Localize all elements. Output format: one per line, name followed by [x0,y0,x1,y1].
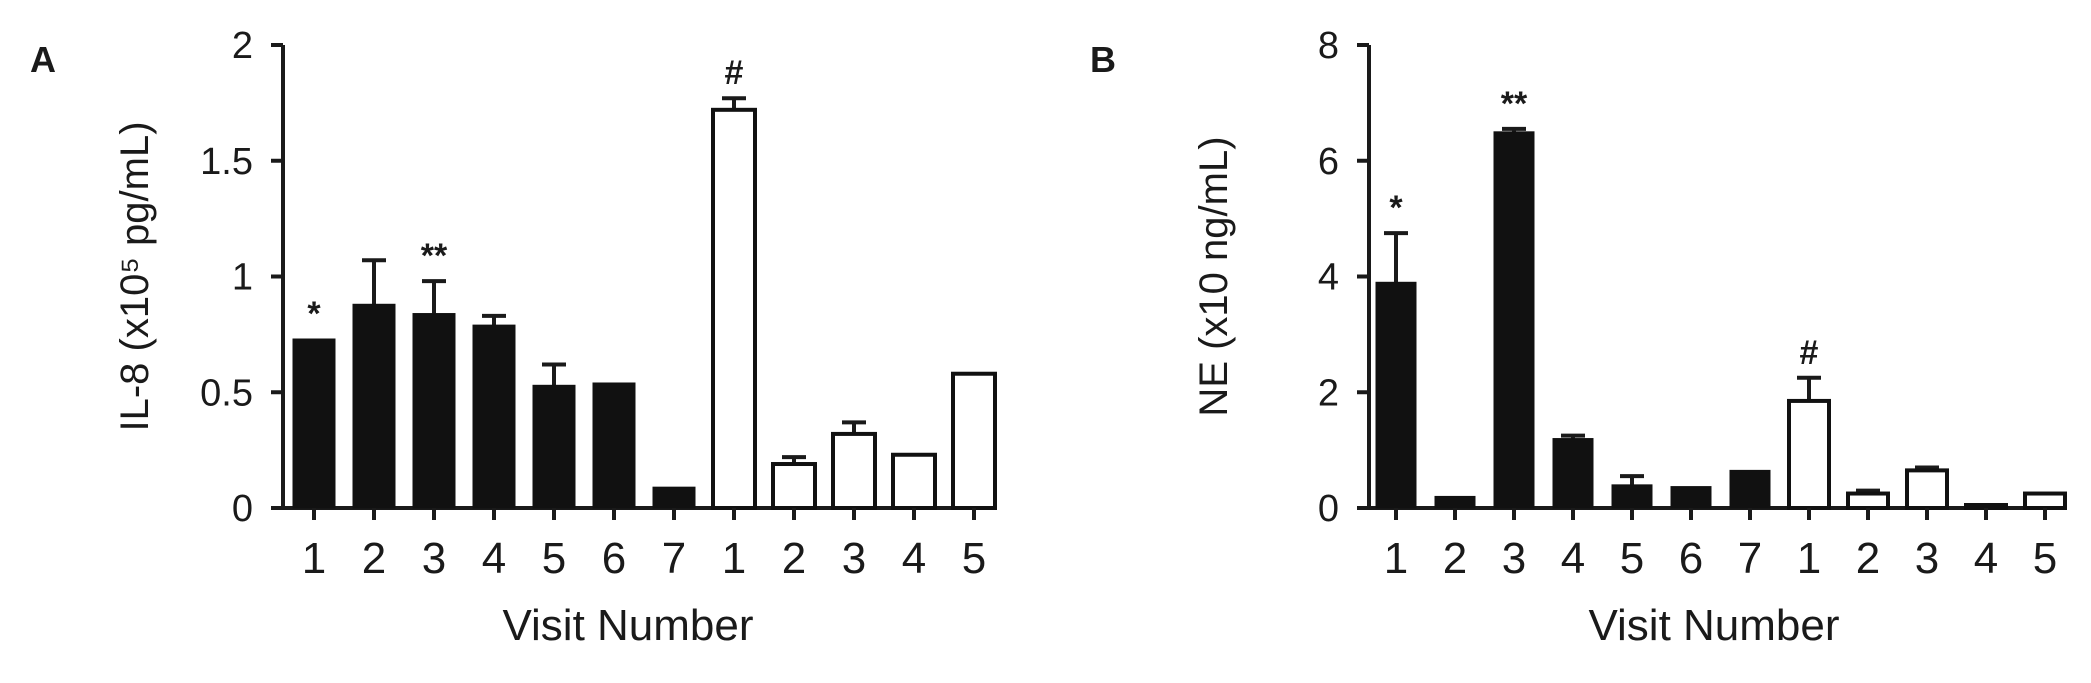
x-category-label: 2 [1443,534,1467,583]
bar [352,303,396,509]
bar [1493,131,1535,509]
y-tick-label: 1 [232,257,253,299]
x-category-label: 3 [1915,534,1939,583]
x-category-label: 3 [842,534,866,583]
x-category-label: 6 [1679,534,1703,583]
y-tick-label: 1.5 [200,141,253,183]
bar [1611,484,1653,509]
bar [1552,438,1594,509]
bar [592,382,636,509]
x-category-label: 1 [722,534,746,583]
bar [1434,495,1476,509]
bar [412,313,456,509]
x-category-label: 2 [362,534,386,583]
x-category-label: 1 [302,534,326,583]
bar [292,338,336,509]
panel-label: A [30,39,56,80]
y-tick-label: 0 [232,488,253,530]
x-category-label: 5 [542,534,566,583]
bar [472,324,516,509]
bar [1964,503,2008,510]
significance-marker: # [725,54,744,92]
y-tick-label: 6 [1318,141,1339,183]
y-axis-title: IL-8 (x10⁵ pg/mL) [113,121,157,431]
x-category-label: 4 [1974,534,1998,583]
x-category-label: 1 [1797,534,1821,583]
significance-marker: * [307,295,321,333]
bar [891,452,937,511]
y-tick-label: 2 [232,25,253,67]
y-tick-label: 4 [1318,257,1339,299]
y-tick-label: 2 [1318,372,1339,414]
bar [1787,398,1831,510]
bar [532,384,576,509]
x-category-label: 2 [1856,534,1880,583]
bar [1375,281,1417,509]
y-tick-label: 0.5 [200,372,253,414]
bar [1905,468,1949,511]
y-tick-label: 8 [1318,25,1339,67]
bar [951,371,997,511]
x-category-label: 4 [482,534,506,583]
x-category-label: 2 [782,534,806,583]
x-category-label: 1 [1384,534,1408,583]
x-category-label: 7 [662,534,686,583]
x-category-label: 4 [1561,534,1585,583]
x-category-label: 5 [1620,534,1644,583]
bar [2023,491,2067,510]
x-axis-title: Visit Number [502,601,753,650]
bar [652,486,696,509]
x-axis-title: Visit Number [1588,601,1839,650]
significance-marker: ** [1501,85,1528,123]
x-category-label: 3 [1502,534,1526,583]
bar [771,462,817,511]
x-category-label: 5 [962,534,986,583]
bar [1846,491,1890,510]
bar [1670,486,1712,509]
y-axis-title: NE (x10 ng/mL) [1192,136,1236,416]
bar [711,107,757,510]
significance-marker: ** [421,237,448,275]
x-category-label: 5 [2033,534,2057,583]
x-category-label: 6 [602,534,626,583]
chart-panel-a: A00.511.521 2 3 4 5 6 7 1 2 3 4 5***#IL-8 (x10⁵ pg/… [30,25,997,650]
bar [831,431,877,511]
y-tick-label: 0 [1318,488,1339,530]
significance-marker: # [1800,334,1819,372]
x-category-label: 7 [1738,534,1762,583]
bar [1729,469,1771,509]
panel-label: B [1090,39,1116,80]
x-category-label: 3 [422,534,446,583]
significance-marker: * [1389,189,1403,227]
x-category-label: 4 [902,534,926,583]
